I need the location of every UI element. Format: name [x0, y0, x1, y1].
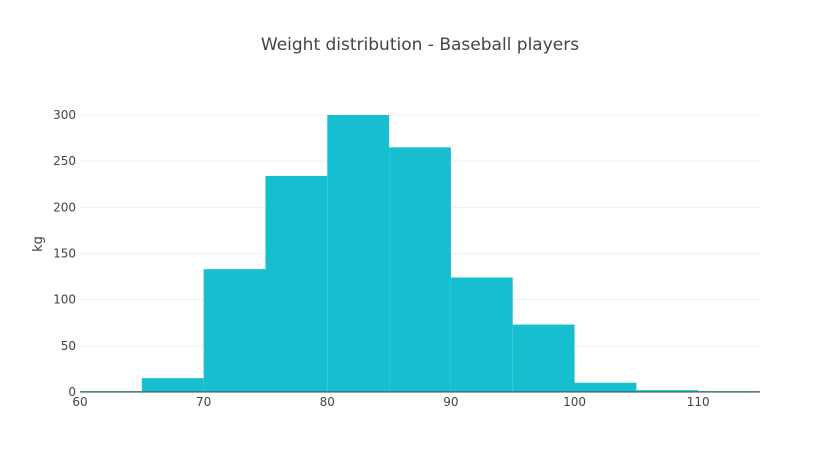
- bars: [80, 115, 760, 392]
- y-tick-label: 150: [53, 247, 76, 261]
- y-tick-label: 100: [53, 293, 76, 307]
- histogram-bar: [203, 269, 266, 392]
- x-tick-label: 90: [443, 395, 458, 409]
- histogram-bar: [389, 147, 451, 392]
- histogram-bar: [265, 175, 328, 392]
- x-tick-label: 60: [72, 395, 87, 409]
- histogram-bar: [327, 115, 390, 392]
- y-tick-label: 0: [68, 385, 76, 399]
- histogram-bar: [450, 277, 513, 392]
- histogram-bar: [636, 390, 699, 392]
- x-tick-label: 100: [563, 395, 586, 409]
- y-axis-label: kg: [31, 236, 46, 252]
- x-tick-label: 80: [320, 395, 335, 409]
- histogram-bar: [512, 324, 575, 392]
- axes: 0 50 100 150 200 250 300 60 70 80 90 100 110: [53, 108, 760, 409]
- y-tick-label: 50: [61, 339, 76, 353]
- y-tick-label: 200: [53, 200, 76, 214]
- y-tick-label: 250: [53, 154, 76, 168]
- histogram-bar: [574, 382, 637, 392]
- x-tick-label: 110: [687, 395, 710, 409]
- chart-title: Weight distribution - Baseball players: [261, 35, 579, 55]
- x-tick-label: 70: [196, 395, 211, 409]
- y-tick-label: 300: [53, 108, 76, 122]
- histogram-bar: [141, 378, 204, 392]
